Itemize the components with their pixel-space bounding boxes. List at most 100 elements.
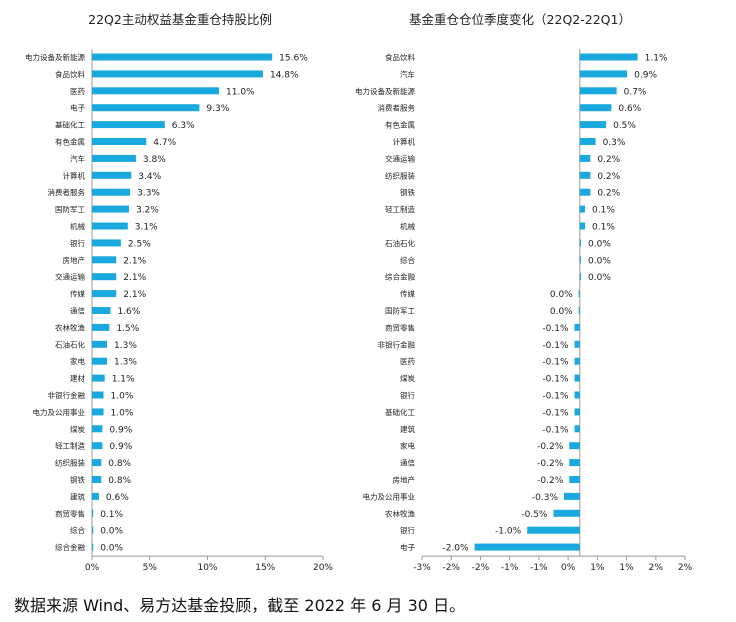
right-data-label: 0.0% [550,307,573,317]
left-x-tick-label: 5% [143,563,158,573]
right-data-label: -0.2% [537,459,564,469]
left-data-label: 3.2% [136,206,159,216]
left-category-label: 国防军工 [55,204,85,214]
left-bar [92,476,102,483]
right-bar [579,53,638,61]
left-data-label: 1.6% [117,307,140,317]
left-category-label: 电力设备及新能源 [25,52,85,62]
right-category-label: 有色金属 [385,120,415,130]
right-bar [574,357,580,365]
right-category-label: 建筑 [400,424,415,434]
left-data-label: 0.8% [108,459,131,469]
left-bar [92,273,117,281]
left-bar [92,492,99,500]
right-category-label: 房地产 [393,475,416,485]
left-bar [92,121,165,129]
right-bar [579,222,586,230]
left-category-label: 有色金属 [55,137,85,147]
right-data-label: 0.0% [550,290,573,300]
left-category-label: 电子 [70,103,85,113]
left-data-label: 0.9% [109,442,132,452]
right-category-label: 煤炭 [400,373,415,383]
left-data-label: 1.0% [111,392,134,402]
right-data-label: -0.2% [537,442,564,452]
left-bar [92,307,111,314]
right-chart-title: 基金重仓仓位季度变化（22Q2-22Q1） [409,12,631,27]
left-data-label: 3.4% [138,172,161,182]
right-category-label: 银行 [400,390,415,400]
right-data-label: -0.1% [542,358,569,368]
left-bar [92,509,94,517]
right-data-label: 0.7% [624,87,647,97]
right-category-label: 综合金融 [385,272,415,282]
right-category-label: 国防军工 [385,306,415,316]
right-data-label: 0.0% [588,273,611,283]
right-data-label: -0.1% [542,375,569,385]
left-bar [92,442,103,450]
right-bar [574,340,580,348]
right-bar [579,70,628,78]
right-x-tick-label: 1% [590,563,605,573]
right-x-tick-label: 1% [619,563,634,573]
left-bar [92,205,129,213]
left-data-label: 2.1% [123,273,146,283]
left-bar [92,459,102,467]
right-data-label: 0.2% [597,189,620,199]
left-bar [92,154,136,162]
right-category-label: 基础化工 [385,407,415,417]
left-data-label: 2.1% [123,290,146,300]
right-bar [574,323,580,331]
left-x-tick-label: 20% [313,563,333,573]
right-x-tick-label: -1% [501,563,519,573]
right-bar [579,154,591,162]
left-category-label: 石油石化 [55,339,85,349]
left-data-label: 1.3% [114,358,137,368]
left-x-tick-label: 10% [197,563,217,573]
right-category-label: 计算机 [393,137,416,147]
left-bar [92,290,117,298]
right-data-label: 0.0% [588,256,611,266]
left-category-label: 纺织服装 [55,458,85,468]
left-category-label: 电力及公用事业 [33,407,86,417]
right-bar [569,442,580,450]
right-data-label: 0.2% [597,155,620,165]
right-data-label: 0.9% [634,70,657,80]
right-data-label: -1.0% [495,527,522,537]
left-bar [92,239,121,247]
right-bar [569,476,580,483]
right-x-tick-label: 2% [649,563,664,573]
right-bar [564,492,580,500]
left-data-label: 15.6% [279,54,308,64]
left-data-label: 1.3% [114,341,137,351]
right-category-label: 家电 [400,441,415,451]
right-data-label: 0.2% [597,172,620,182]
left-data-label: 0.0% [100,527,123,537]
left-bar [92,104,200,112]
right-bar [579,256,581,264]
left-category-label: 建材 [70,373,85,383]
left-bar [92,188,131,196]
right-bar [579,104,612,112]
left-category-label: 基础化工 [55,120,85,130]
left-data-label: 3.3% [137,189,160,199]
left-bar [92,256,117,264]
left-bar [92,543,94,551]
left-category-label: 商贸零售 [55,508,85,518]
left-category-label: 通信 [70,306,85,316]
right-bar [579,239,581,247]
left-data-label: 0.8% [108,476,131,486]
left-data-label: 6.3% [172,121,195,131]
right-category-label: 电力及公用事业 [363,491,416,501]
left-category-label: 非银行金融 [48,390,86,400]
left-category-label: 建筑 [70,491,85,501]
left-data-label: 1.0% [111,408,134,418]
right-data-label: -0.1% [542,425,569,435]
right-data-label: -0.1% [542,341,569,351]
right-bar [574,408,580,416]
left-category-label: 银行 [70,238,85,248]
right-bar [569,459,580,467]
right-data-label: -0.1% [542,408,569,418]
right-category-label: 通信 [400,458,415,468]
left-bar [92,138,147,145]
right-data-label: 0.1% [592,206,615,216]
